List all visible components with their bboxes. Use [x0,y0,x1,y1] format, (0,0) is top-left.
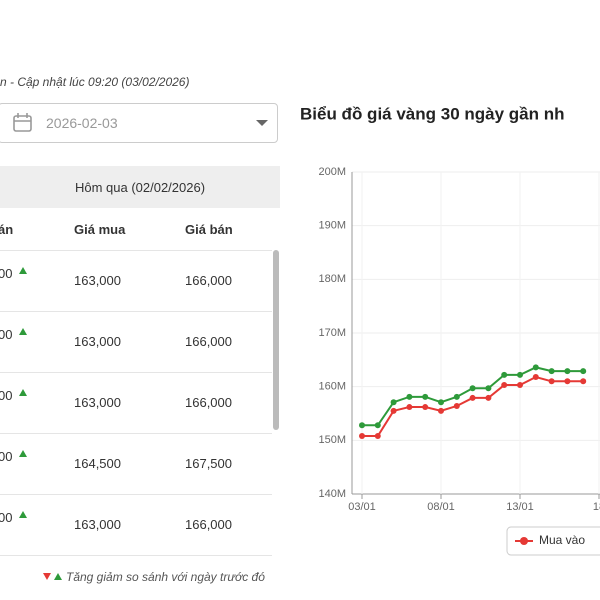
point [438,407,444,414]
table-cell: 00 [0,449,13,464]
row-line [0,555,272,556]
table-cell: 00 [0,388,13,403]
row-line [0,372,272,373]
point [485,394,492,401]
y-tick-label: 140M [318,488,346,500]
table-cell: 163,000 [74,334,121,349]
point [580,378,587,385]
x-tick-label: 18 [593,501,600,513]
update-text: n - Cập nhật lúc 09:20 (03/02/2026) [0,75,190,89]
table-cell: 163,000 [74,517,121,532]
date-value: 2026-02-03 [46,115,118,131]
y-tick-label: 160M [318,381,346,393]
x-tick-label: 03/01 [348,501,376,513]
y-tick-label: 150M [318,434,346,446]
point [453,393,460,400]
point [517,382,523,389]
up-icon [19,328,27,335]
point [469,385,476,392]
table-cell: 00 [0,266,13,281]
up-icon [19,511,27,518]
point [453,402,460,409]
y-tick-label: 180M [318,273,346,285]
point [422,404,429,411]
point [390,407,397,414]
legend-label: Mua vào [539,533,585,547]
table-cell: 166,000 [185,334,232,349]
table-cell: 166,000 [185,395,232,410]
point [580,368,587,375]
table-cell: 163,000 [74,273,121,288]
dropdown-caret[interactable] [255,118,269,128]
point [485,385,492,392]
point [501,371,508,378]
point [359,433,365,440]
point [517,371,523,378]
point [548,368,555,375]
point [532,364,539,371]
point [548,378,555,385]
point [374,433,381,440]
table-cell: 00 [0,510,13,525]
y-tick-label: 170M [318,327,346,339]
chart: Biểu đồ giá vàng 30 ngày gần nh 140M 150M… [300,104,600,556]
date-picker[interactable] [0,103,278,143]
row-line [0,250,272,251]
legend-box [506,526,600,556]
calendar-icon [13,113,32,132]
up-icon [19,267,27,274]
y-tick-label: 190M [318,220,346,232]
table-cell: 167,500 [185,456,232,471]
table-cell: 164,500 [74,456,121,471]
legend-marker [520,537,528,545]
up-icon [19,389,27,396]
x-tick-label: 13/01 [506,501,534,513]
point [564,378,571,385]
point [406,404,413,411]
point [501,382,508,389]
up-icon [19,450,27,457]
point [422,393,429,400]
x-tick-label: 08/01 [427,501,455,513]
column-header: án [0,222,14,237]
group-header: Hôm qua (02/02/2026) [0,166,280,208]
column-header: Giá mua [74,222,126,237]
change-icons [43,573,62,580]
point [374,422,381,429]
point [564,368,571,375]
y-tick-label: 200M [318,166,346,178]
point [438,399,444,406]
point [390,399,397,406]
point [359,422,365,429]
chart-title: Biểu đồ giá vàng 30 ngày gần nh [300,104,565,123]
table-cell: 166,000 [185,517,232,532]
point [406,393,413,400]
row-line [0,433,272,434]
scrollbar[interactable] [273,250,279,430]
row-line [0,494,272,495]
footnote: Tăng giảm so sánh với ngày trước đó [66,570,265,584]
table-cell: 163,000 [74,395,121,410]
point [469,394,476,401]
point [532,374,539,381]
table-cell: 166,000 [185,273,232,288]
column-header: Giá bán [185,222,233,237]
table-cell: 00 [0,327,13,342]
row-line [0,311,272,312]
